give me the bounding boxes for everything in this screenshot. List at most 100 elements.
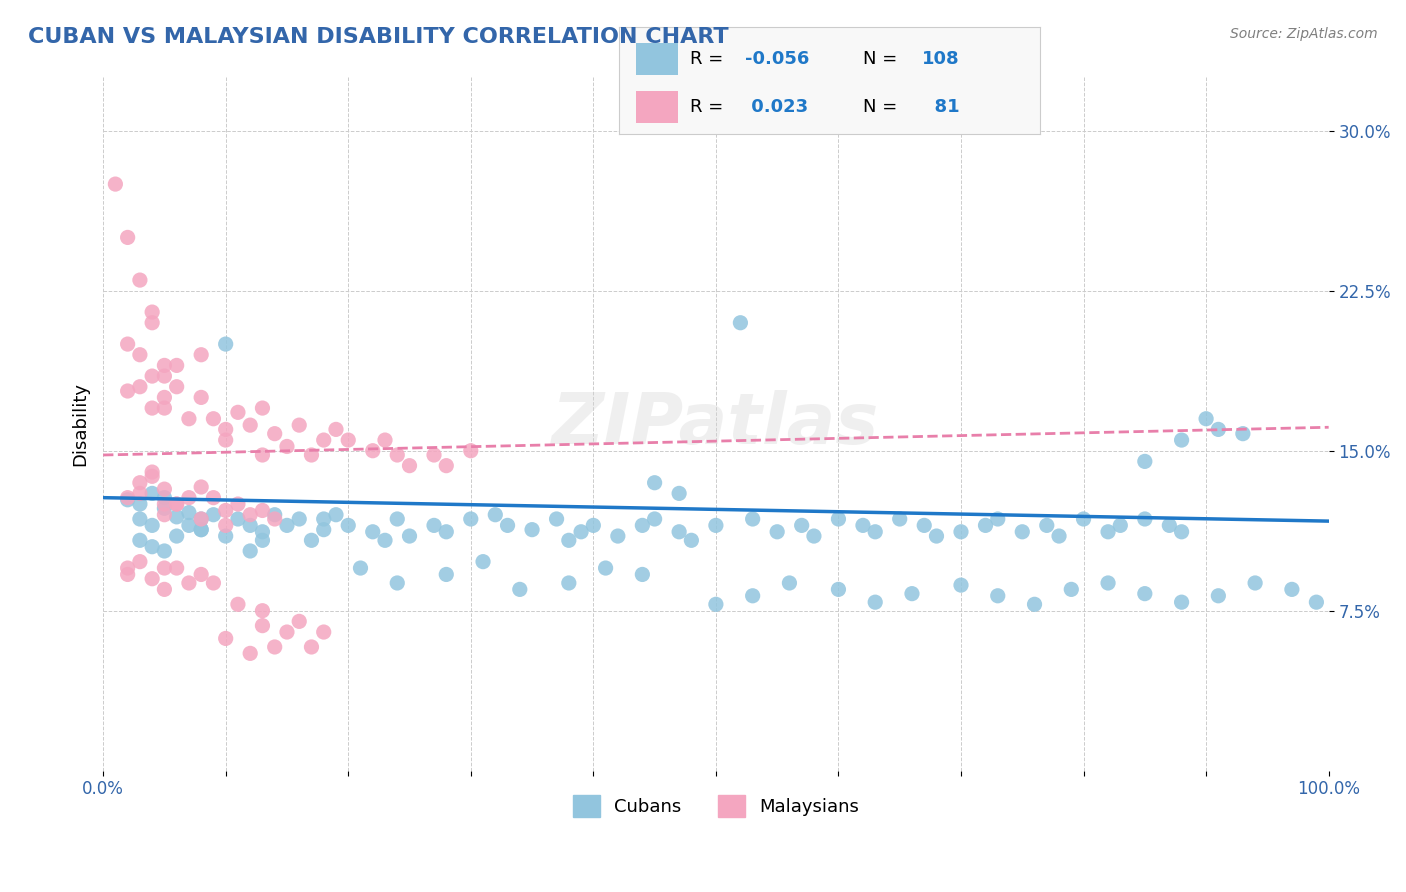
Point bbox=[190, 523, 212, 537]
Point bbox=[252, 618, 274, 632]
FancyBboxPatch shape bbox=[636, 43, 678, 75]
Point bbox=[215, 529, 238, 543]
Point bbox=[668, 524, 690, 539]
Point bbox=[434, 458, 457, 473]
Point bbox=[1024, 597, 1046, 611]
Point bbox=[190, 391, 212, 405]
Point bbox=[190, 512, 212, 526]
Point bbox=[128, 348, 150, 362]
Point bbox=[496, 518, 519, 533]
Point bbox=[128, 380, 150, 394]
Point bbox=[141, 572, 163, 586]
Point bbox=[337, 518, 360, 533]
Point bbox=[1170, 595, 1192, 609]
Point bbox=[1170, 433, 1192, 447]
Point bbox=[1060, 582, 1083, 597]
Point bbox=[387, 512, 409, 526]
Point bbox=[239, 518, 262, 533]
Point bbox=[374, 433, 396, 447]
Point bbox=[226, 497, 249, 511]
Point bbox=[153, 582, 176, 597]
Point bbox=[520, 523, 543, 537]
Point bbox=[276, 518, 298, 533]
Point bbox=[301, 448, 323, 462]
Point bbox=[239, 418, 262, 433]
Point bbox=[128, 273, 150, 287]
Point bbox=[177, 576, 200, 591]
Point bbox=[644, 512, 666, 526]
Point bbox=[153, 401, 176, 415]
Point bbox=[681, 533, 703, 548]
Point bbox=[215, 337, 238, 351]
Point bbox=[117, 491, 139, 505]
Point bbox=[863, 595, 886, 609]
Point bbox=[276, 625, 298, 640]
Point bbox=[252, 401, 274, 415]
Point bbox=[141, 469, 163, 483]
Point bbox=[288, 418, 311, 433]
Point bbox=[460, 443, 482, 458]
Text: 81: 81 bbox=[922, 98, 960, 116]
Point bbox=[153, 491, 176, 505]
Point bbox=[472, 555, 495, 569]
Point bbox=[1208, 589, 1230, 603]
Point bbox=[117, 561, 139, 575]
Point bbox=[153, 497, 176, 511]
Point bbox=[141, 518, 163, 533]
Text: -0.056: -0.056 bbox=[745, 50, 810, 68]
Y-axis label: Disability: Disability bbox=[72, 382, 89, 466]
Point bbox=[239, 646, 262, 660]
Point bbox=[263, 640, 285, 654]
Point bbox=[177, 506, 200, 520]
Point bbox=[631, 567, 654, 582]
Point bbox=[104, 177, 127, 191]
Point bbox=[252, 503, 274, 517]
Point bbox=[312, 523, 335, 537]
Point bbox=[117, 492, 139, 507]
Point bbox=[325, 508, 347, 522]
Point bbox=[901, 587, 924, 601]
Point bbox=[177, 411, 200, 425]
Point bbox=[263, 508, 285, 522]
Point bbox=[434, 524, 457, 539]
Point bbox=[166, 359, 188, 373]
Point bbox=[190, 480, 212, 494]
Point bbox=[153, 501, 176, 516]
Point bbox=[166, 497, 188, 511]
Point bbox=[1208, 422, 1230, 436]
Point bbox=[117, 230, 139, 244]
Point bbox=[215, 422, 238, 436]
Point bbox=[226, 597, 249, 611]
Point bbox=[1133, 512, 1156, 526]
Point bbox=[288, 512, 311, 526]
Point bbox=[153, 391, 176, 405]
Point bbox=[387, 576, 409, 591]
Point bbox=[1133, 454, 1156, 468]
Point bbox=[252, 604, 274, 618]
Point bbox=[1097, 524, 1119, 539]
Point bbox=[1244, 576, 1267, 591]
Point bbox=[128, 555, 150, 569]
Point bbox=[166, 561, 188, 575]
Point bbox=[889, 512, 911, 526]
Point bbox=[190, 523, 212, 537]
Point bbox=[141, 305, 163, 319]
Point bbox=[398, 458, 420, 473]
Point bbox=[827, 512, 849, 526]
Point bbox=[190, 348, 212, 362]
Point bbox=[741, 589, 763, 603]
Point bbox=[1159, 518, 1181, 533]
Point bbox=[668, 486, 690, 500]
Point bbox=[730, 316, 752, 330]
Point bbox=[595, 561, 617, 575]
Text: Source: ZipAtlas.com: Source: ZipAtlas.com bbox=[1230, 27, 1378, 41]
Point bbox=[215, 433, 238, 447]
Point bbox=[325, 422, 347, 436]
Point bbox=[434, 567, 457, 582]
Point bbox=[778, 576, 800, 591]
Text: ZIPatlas: ZIPatlas bbox=[553, 390, 880, 458]
Point bbox=[166, 529, 188, 543]
Point bbox=[387, 448, 409, 462]
Point bbox=[949, 524, 972, 539]
Point bbox=[912, 518, 935, 533]
